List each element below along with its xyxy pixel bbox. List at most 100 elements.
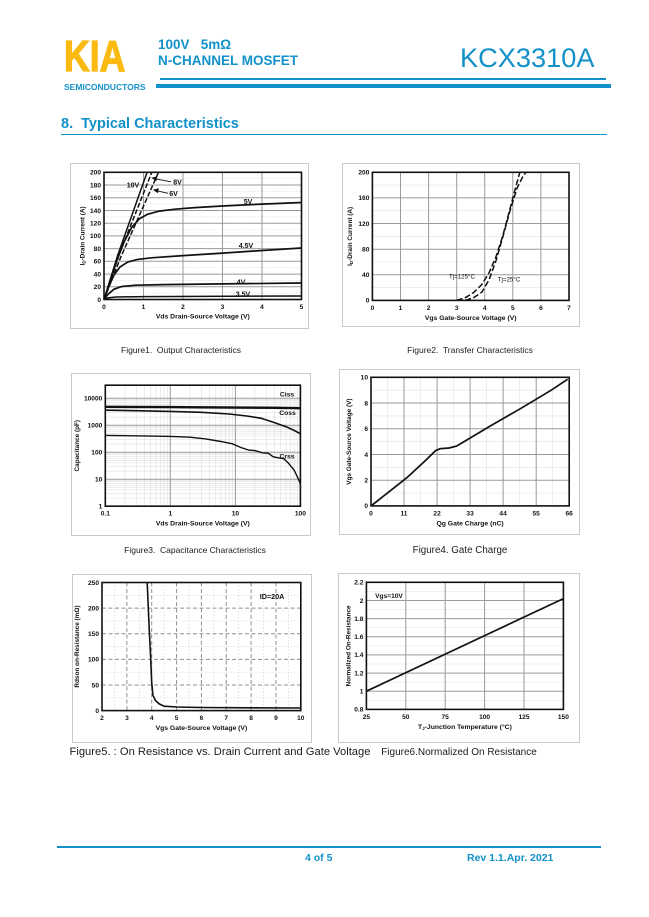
svg-text:4V: 4V <box>237 280 246 287</box>
svg-text:Vgs=10V: Vgs=10V <box>375 593 403 600</box>
svg-text:3: 3 <box>455 305 459 312</box>
svg-text:Qg Gate Charge (nC): Qg Gate Charge (nC) <box>436 520 503 527</box>
svg-text:160: 160 <box>90 195 101 202</box>
svg-text:1: 1 <box>142 304 146 311</box>
svg-text:33: 33 <box>466 510 474 517</box>
svg-text:Vgs Gate-Source Voltage (V): Vgs Gate-Source Voltage (V) <box>156 725 248 732</box>
svg-text:2: 2 <box>100 715 104 722</box>
svg-text:100: 100 <box>90 233 101 240</box>
svg-text:0: 0 <box>95 708 99 715</box>
svg-text:1: 1 <box>99 504 103 511</box>
svg-text:60: 60 <box>94 259 102 266</box>
svg-text:100: 100 <box>91 450 102 457</box>
svg-text:100: 100 <box>295 511 306 518</box>
svg-text:0: 0 <box>364 503 368 510</box>
svg-text:Vds Drain-Source Voltage (V): Vds Drain-Source Voltage (V) <box>156 314 250 321</box>
svg-text:66: 66 <box>566 510 574 517</box>
svg-text:1.6: 1.6 <box>354 634 363 641</box>
svg-text:0: 0 <box>97 297 101 304</box>
svg-text:6: 6 <box>200 715 204 722</box>
svg-text:Rdson on-Resistance (mΩ): Rdson on-Resistance (mΩ) <box>74 605 81 687</box>
svg-text:Tj=125°C: Tj=125°C <box>449 274 476 281</box>
svg-text:Vds Drain-Source Voltage (V): Vds Drain-Source Voltage (V) <box>156 521 250 528</box>
svg-text:Capacitance (pF): Capacitance (pF) <box>74 420 81 472</box>
svg-text:80: 80 <box>94 246 102 253</box>
svg-text:ID-Drain Current (A): ID-Drain Current (A) <box>80 206 87 265</box>
svg-text:2: 2 <box>181 304 185 311</box>
svg-text:Coss: Coss <box>279 410 296 417</box>
svg-text:50: 50 <box>92 682 100 689</box>
svg-text:0.1: 0.1 <box>101 511 110 518</box>
svg-text:80: 80 <box>362 247 370 254</box>
svg-text:2: 2 <box>360 598 364 605</box>
svg-text:200: 200 <box>88 605 99 612</box>
svg-text:20: 20 <box>94 284 102 291</box>
svg-text:5: 5 <box>300 304 304 311</box>
svg-text:Ciss: Ciss <box>280 391 295 398</box>
svg-text:Vgs Gate-Source Voltage (V): Vgs Gate-Source Voltage (V) <box>425 315 517 322</box>
svg-text:10V: 10V <box>127 183 140 190</box>
svg-text:6: 6 <box>539 305 543 312</box>
svg-text:22: 22 <box>433 510 441 517</box>
svg-text:3: 3 <box>125 715 129 722</box>
svg-text:44: 44 <box>499 510 507 517</box>
svg-text:10: 10 <box>232 511 240 518</box>
svg-text:100: 100 <box>88 657 99 664</box>
svg-text:150: 150 <box>558 714 569 721</box>
svg-text:55: 55 <box>533 510 541 517</box>
svg-text:8: 8 <box>249 715 253 722</box>
svg-text:10: 10 <box>297 715 305 722</box>
svg-text:3: 3 <box>221 304 225 311</box>
svg-text:1000: 1000 <box>88 423 103 430</box>
svg-text:1.4: 1.4 <box>354 652 363 659</box>
svg-text:8: 8 <box>364 400 368 407</box>
svg-text:Normalized On-Resistance: Normalized On-Resistance <box>346 605 353 686</box>
svg-text:2: 2 <box>427 305 431 312</box>
svg-text:250: 250 <box>88 580 99 587</box>
svg-text:0: 0 <box>369 510 373 517</box>
svg-text:2.2: 2.2 <box>354 580 363 587</box>
svg-text:200: 200 <box>358 170 369 177</box>
svg-text:0: 0 <box>366 298 370 305</box>
svg-text:ID=20A: ID=20A <box>260 592 285 601</box>
svg-text:4: 4 <box>364 452 368 459</box>
svg-text:1: 1 <box>360 689 364 696</box>
svg-text:7: 7 <box>567 305 571 312</box>
svg-text:6: 6 <box>364 426 368 433</box>
svg-text:8V: 8V <box>173 180 182 187</box>
svg-text:3.5V: 3.5V <box>236 292 251 299</box>
svg-text:40: 40 <box>94 271 102 278</box>
svg-text:Vgs Gate-Source Voltage (V): Vgs Gate-Source Voltage (V) <box>346 399 353 485</box>
svg-text:10000: 10000 <box>84 396 103 403</box>
svg-text:100: 100 <box>479 714 490 721</box>
svg-text:Tj=25°C: Tj=25°C <box>498 277 521 284</box>
svg-text:140: 140 <box>90 208 101 215</box>
svg-text:160: 160 <box>358 195 369 202</box>
svg-text:Crss: Crss <box>279 454 294 461</box>
svg-text:150: 150 <box>88 631 99 638</box>
svg-text:4: 4 <box>260 304 264 311</box>
svg-text:0: 0 <box>371 305 375 312</box>
svg-text:120: 120 <box>358 221 369 228</box>
svg-text:10: 10 <box>95 477 103 484</box>
svg-text:10: 10 <box>361 375 369 382</box>
svg-text:1: 1 <box>399 305 403 312</box>
svg-text:40: 40 <box>362 272 370 279</box>
svg-text:ID-Drain Current (A): ID-Drain Current (A) <box>347 207 354 266</box>
svg-text:4: 4 <box>150 715 154 722</box>
svg-text:50: 50 <box>402 714 410 721</box>
svg-text:25: 25 <box>363 714 371 721</box>
svg-text:TJ-Junction Temperature (°C): TJ-Junction Temperature (°C) <box>418 723 512 731</box>
svg-text:7: 7 <box>224 715 228 722</box>
svg-text:75: 75 <box>442 714 450 721</box>
svg-text:6V: 6V <box>169 191 178 198</box>
svg-text:9: 9 <box>274 715 278 722</box>
svg-text:4: 4 <box>483 305 487 312</box>
svg-text:1.8: 1.8 <box>354 616 363 623</box>
svg-text:11: 11 <box>401 510 408 517</box>
svg-text:1: 1 <box>168 511 172 518</box>
svg-text:120: 120 <box>90 221 101 228</box>
svg-text:4.5V: 4.5V <box>239 243 254 250</box>
svg-text:2: 2 <box>364 478 368 485</box>
svg-text:180: 180 <box>90 182 101 189</box>
